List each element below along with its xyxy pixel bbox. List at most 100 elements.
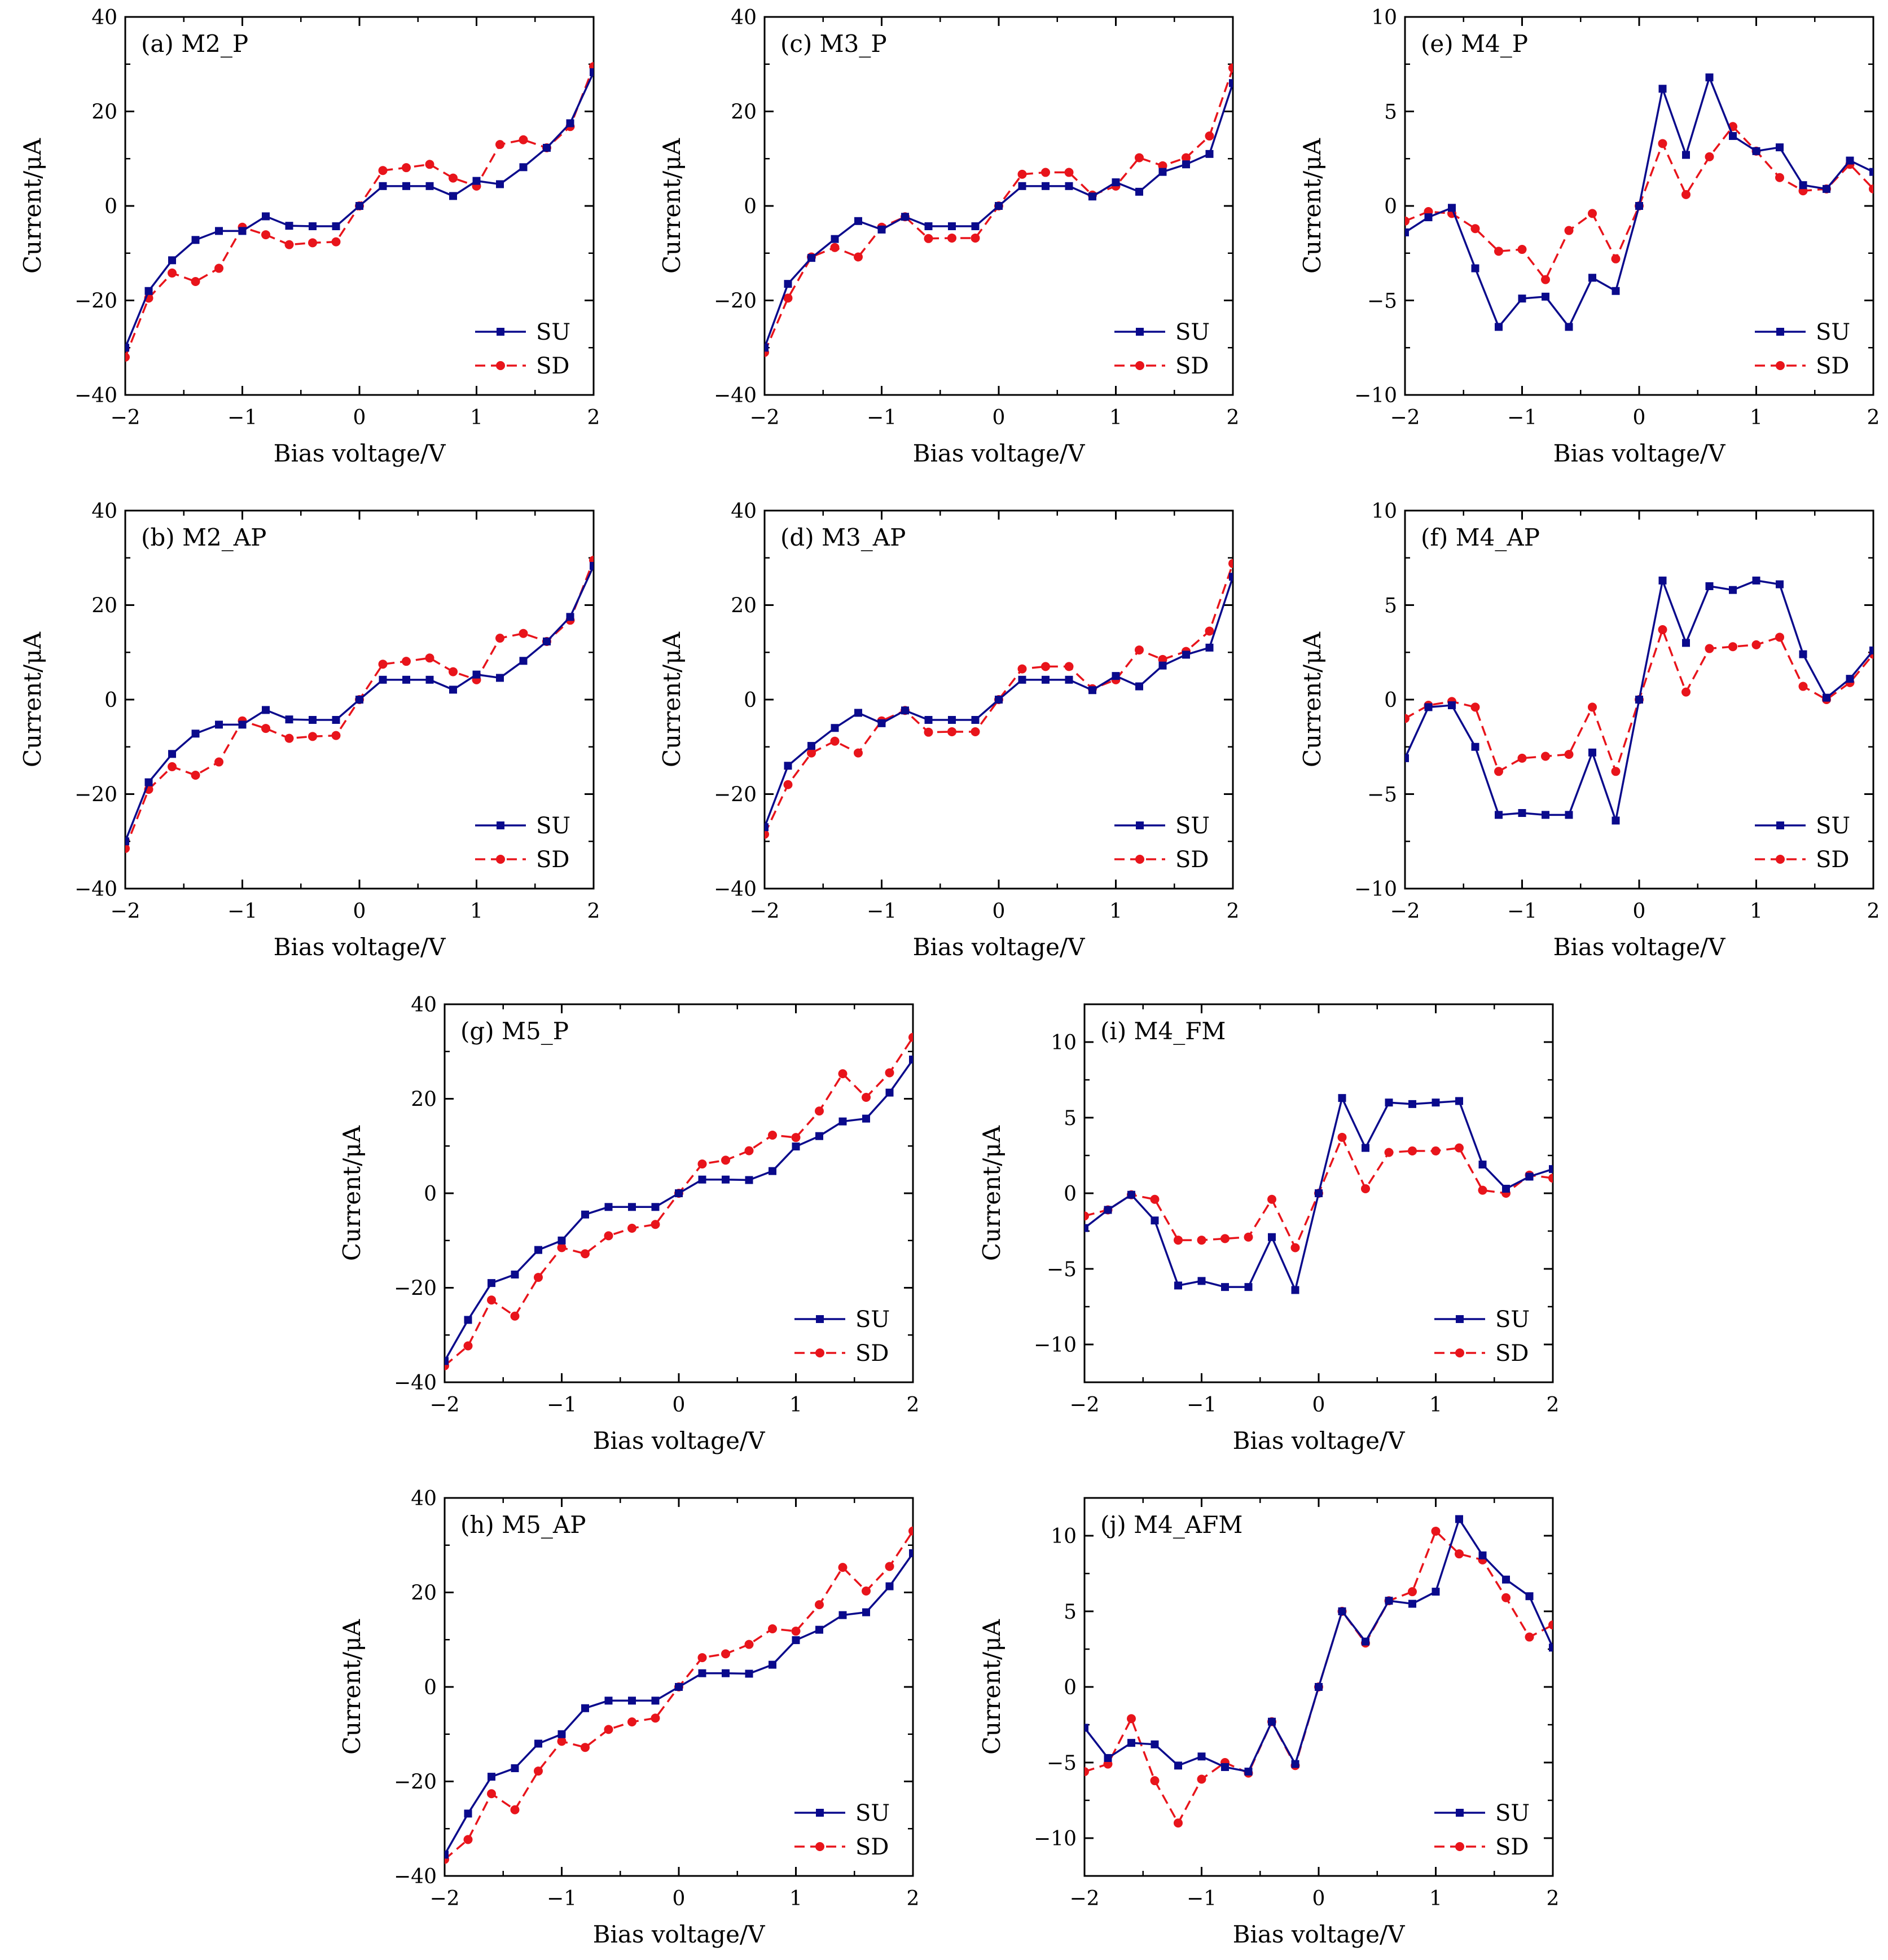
x-axis-title: Bias voltage/V — [274, 440, 446, 467]
data-point-SU — [1448, 204, 1456, 212]
y-axis-title: Current/μA — [338, 1125, 366, 1261]
y-tick-label: −10 — [1034, 1827, 1077, 1851]
data-point-SD — [425, 653, 434, 663]
x-tick-label: −1 — [1187, 1887, 1217, 1910]
y-tick-label: 0 — [1064, 1183, 1077, 1206]
data-point-SU — [1229, 79, 1233, 87]
data-point-SU — [838, 1117, 847, 1126]
data-point-SU — [1084, 1724, 1088, 1732]
y-tick-label: 0 — [424, 1676, 437, 1699]
data-point-SD — [1041, 662, 1050, 671]
data-point-SU — [675, 1683, 683, 1691]
data-point-SU — [1752, 147, 1760, 155]
data-point-SU — [1471, 742, 1479, 751]
data-point-SU — [995, 696, 1003, 704]
data-point-SU — [1018, 182, 1026, 190]
x-tick-label: 2 — [1867, 406, 1880, 429]
data-point-SD — [1494, 767, 1503, 776]
data-point-SU — [1042, 675, 1050, 684]
data-point-SU — [472, 670, 481, 679]
data-point-SU — [488, 1279, 495, 1287]
legend: SU SD — [475, 813, 570, 873]
y-axis-title: Current/μA — [978, 1619, 1006, 1755]
x-tick-label: −2 — [110, 406, 140, 429]
data-point-SD — [924, 727, 933, 737]
data-point-SU — [519, 657, 528, 665]
data-point-SU — [1542, 292, 1549, 301]
x-tick-label: −2 — [429, 1887, 459, 1910]
series-SD — [445, 1032, 913, 1370]
y-tick-label: 10 — [1371, 6, 1397, 29]
legend-marker-SD — [496, 855, 505, 864]
y-tick-label: 20 — [411, 1582, 437, 1605]
y-tick-label: 5 — [1064, 1601, 1077, 1624]
legend-label-SU: SU — [1175, 813, 1210, 839]
y-tick-label: 40 — [91, 6, 117, 29]
data-point-SD — [971, 727, 980, 736]
data-point-SU — [488, 1773, 495, 1781]
y-tick-label: −40 — [714, 878, 757, 901]
data-point-SU — [901, 706, 909, 715]
data-point-SU — [144, 287, 153, 295]
data-point-SU — [1869, 168, 1873, 176]
data-point-SU — [1151, 1740, 1159, 1748]
data-point-SU — [722, 1175, 730, 1184]
data-point-SU — [1182, 160, 1190, 169]
panel-title: (e) M4_P — [1421, 30, 1528, 58]
y-tick-label: 40 — [731, 500, 757, 523]
y-tick-label: −40 — [74, 878, 117, 901]
data-point-SD — [557, 1737, 567, 1746]
data-point-SU — [1362, 1144, 1369, 1152]
y-tick-label: −10 — [1034, 1334, 1077, 1357]
data-point-SU — [464, 1316, 472, 1324]
data-point-SD — [604, 1725, 613, 1734]
data-point-SD — [1041, 168, 1050, 177]
data-point-SU — [854, 217, 862, 225]
data-point-SU — [745, 1176, 753, 1184]
data-point-SU — [1588, 274, 1596, 282]
data-point-SU — [1588, 748, 1596, 757]
x-axis-title: Bias voltage/V — [593, 1427, 765, 1454]
x-tick-label: −1 — [1507, 406, 1537, 429]
data-point-SU — [191, 236, 200, 244]
data-point-SD — [1548, 1174, 1553, 1183]
data-point-SU — [1478, 1161, 1487, 1169]
y-tick-label: 0 — [1064, 1676, 1077, 1699]
data-point-SU — [1229, 573, 1233, 581]
data-point-SD — [1361, 1184, 1370, 1193]
x-tick-label: −2 — [1390, 406, 1420, 429]
y-axis-title: Current/μA — [19, 631, 46, 767]
data-point-SD — [862, 1092, 871, 1102]
data-point-SU — [924, 222, 933, 231]
data-point-SD — [1548, 1620, 1553, 1630]
data-point-SU — [543, 637, 551, 645]
data-point-SD — [261, 230, 270, 240]
data-point-SU — [1682, 639, 1690, 647]
data-point-SU — [1018, 675, 1026, 684]
data-point-SD — [1501, 1593, 1511, 1602]
x-tick-label: 2 — [1867, 900, 1880, 923]
data-point-SU — [1088, 192, 1096, 201]
data-point-SD — [402, 657, 411, 666]
data-point-SU — [807, 742, 815, 750]
legend-label-SU: SU — [536, 319, 570, 345]
series-SU — [1084, 1515, 1553, 1776]
data-point-SU — [792, 1636, 800, 1645]
data-point-SU — [262, 212, 270, 221]
data-point-SD — [125, 843, 130, 853]
data-point-SU — [332, 222, 340, 231]
data-point-SU — [948, 222, 956, 231]
data-point-SD — [1564, 226, 1574, 235]
legend: SU SD — [794, 1800, 890, 1860]
x-tick-label: −1 — [1187, 1394, 1217, 1417]
panel-title: (f) M4_AP — [1421, 524, 1540, 551]
data-point-SU — [784, 762, 792, 770]
legend-label-SD: SD — [536, 847, 569, 873]
data-point-SU — [854, 709, 862, 717]
data-point-SD — [1705, 644, 1714, 653]
y-tick-label: −20 — [714, 290, 757, 313]
data-point-SD — [1017, 169, 1027, 179]
data-point-SD — [378, 166, 388, 175]
